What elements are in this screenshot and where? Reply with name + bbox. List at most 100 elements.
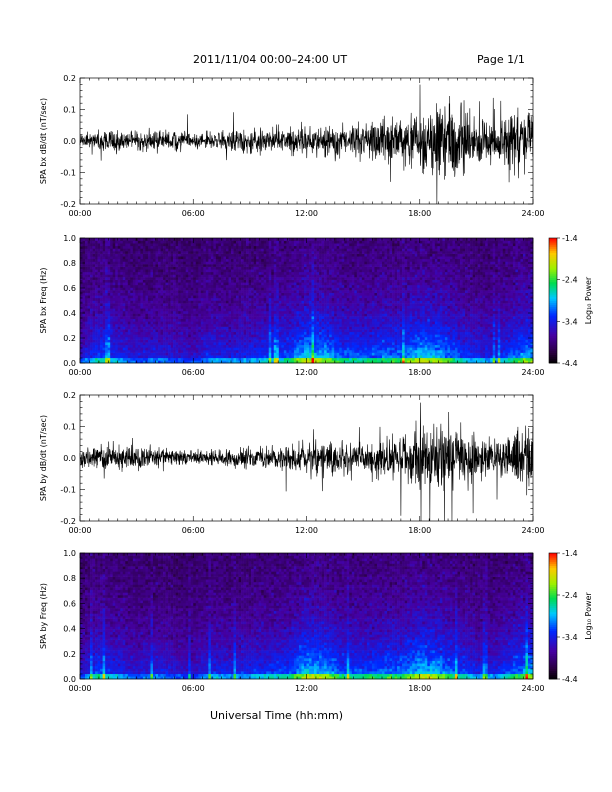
heatmap-cell [110, 316, 114, 320]
heatmap-cell [85, 279, 88, 283]
heatmap-cell [107, 240, 111, 244]
heatmap-cell [231, 344, 234, 348]
heatmap-cell [193, 310, 197, 314]
heatmap-cell [135, 245, 139, 249]
heatmap-cell [95, 344, 98, 348]
heatmap-cell [218, 344, 222, 348]
heatmap-cell [314, 256, 317, 260]
heatmap-cell [203, 282, 207, 286]
heatmap-cell [115, 277, 119, 280]
heatmap-cell [122, 245, 126, 249]
heatmap-cell [278, 271, 282, 275]
heatmap-cell [175, 251, 179, 254]
heatmap-cell [309, 295, 312, 299]
heatmap-cell [324, 316, 327, 320]
heatmap-cell [233, 240, 237, 244]
heatmap-cell [326, 305, 330, 309]
heatmap-cell [203, 347, 207, 351]
heatmap-cell [291, 313, 295, 317]
heatmap-cell [253, 274, 257, 278]
heatmap-cell [223, 279, 227, 283]
heatmap-cell [215, 269, 219, 273]
heatmap-cell [92, 316, 96, 320]
heatmap-cell [137, 253, 141, 257]
heatmap-cell [271, 253, 275, 257]
heatmap-cell [286, 313, 290, 317]
heatmap-cell [220, 284, 224, 288]
heatmap-cell [190, 344, 194, 348]
heatmap-cell [147, 282, 151, 286]
heatmap-cell [298, 334, 302, 338]
heatmap-cell [130, 251, 134, 254]
heatmap-cell [97, 357, 101, 361]
heatmap-cell [268, 290, 272, 293]
heatmap-cell [137, 310, 141, 314]
heatmap-cell [200, 253, 204, 257]
heatmap-cell [158, 339, 161, 343]
heatmap-cell [120, 266, 124, 270]
heatmap-cell [248, 264, 252, 267]
heatmap-cell [210, 349, 214, 353]
heatmap-cell [319, 290, 322, 293]
heatmap-cell [243, 326, 247, 330]
heatmap-cell [210, 318, 214, 322]
heatmap-cell [102, 269, 106, 273]
heatmap-cell [80, 303, 83, 306]
heatmap-cell [263, 339, 267, 343]
heatmap-cell [324, 269, 327, 273]
heatmap-cell [291, 282, 295, 286]
heatmap-cell [170, 318, 174, 322]
heatmap-cell [218, 287, 222, 291]
heatmap-cell [291, 245, 295, 249]
heatmap-cell [225, 308, 229, 312]
heatmap-cell [296, 297, 300, 301]
heatmap-cell [193, 323, 197, 327]
heatmap-cell [195, 355, 199, 359]
heatmap-cell [301, 274, 305, 278]
heatmap-cell [188, 349, 192, 353]
heatmap-cell [306, 349, 310, 353]
heatmap-cell [178, 308, 181, 312]
heatmap-cell [271, 323, 275, 327]
heatmap-cell [150, 266, 154, 270]
heatmap-cell [231, 360, 234, 364]
heatmap-cell [288, 248, 292, 252]
heatmap-cell [87, 282, 91, 286]
heatmap-cell [208, 266, 212, 270]
heatmap-cell [168, 258, 171, 262]
heatmap-cell [231, 339, 234, 343]
heatmap-cell [223, 313, 227, 317]
heatmap-cell [303, 295, 307, 299]
heatmap-cell [203, 245, 207, 249]
heatmap-cell [155, 339, 159, 343]
heatmap-cell [145, 274, 149, 278]
heatmap-cell [324, 279, 327, 283]
heatmap-cell [311, 339, 315, 343]
heatmap-cell [233, 349, 237, 353]
heatmap-cell [208, 342, 212, 346]
heatmap-cell [190, 287, 194, 291]
heatmap-cell [90, 295, 93, 299]
heatmap-cell [90, 347, 93, 351]
heatmap-cell [193, 264, 197, 267]
heatmap-cell [200, 238, 204, 241]
heatmap-cell [223, 258, 227, 262]
heatmap-cell [231, 240, 234, 244]
heatmap-cell [155, 357, 159, 361]
heatmap-cell [301, 248, 305, 252]
heatmap-cell [152, 318, 156, 322]
heatmap-cell [296, 360, 300, 364]
heatmap-cell [180, 295, 184, 299]
heatmap-cell [261, 334, 265, 338]
heatmap-cell [231, 248, 234, 252]
heatmap-cell [213, 308, 217, 312]
heatmap-cell [208, 243, 212, 247]
heatmap-cell [266, 313, 270, 317]
heatmap-cell [82, 336, 86, 340]
heatmap-cell [215, 334, 219, 338]
heatmap-cell [160, 339, 164, 343]
heatmap-cell [115, 274, 119, 278]
heatmap-cell [253, 282, 257, 286]
heatmap-cell [278, 342, 282, 346]
heatmap-cell [233, 271, 237, 275]
